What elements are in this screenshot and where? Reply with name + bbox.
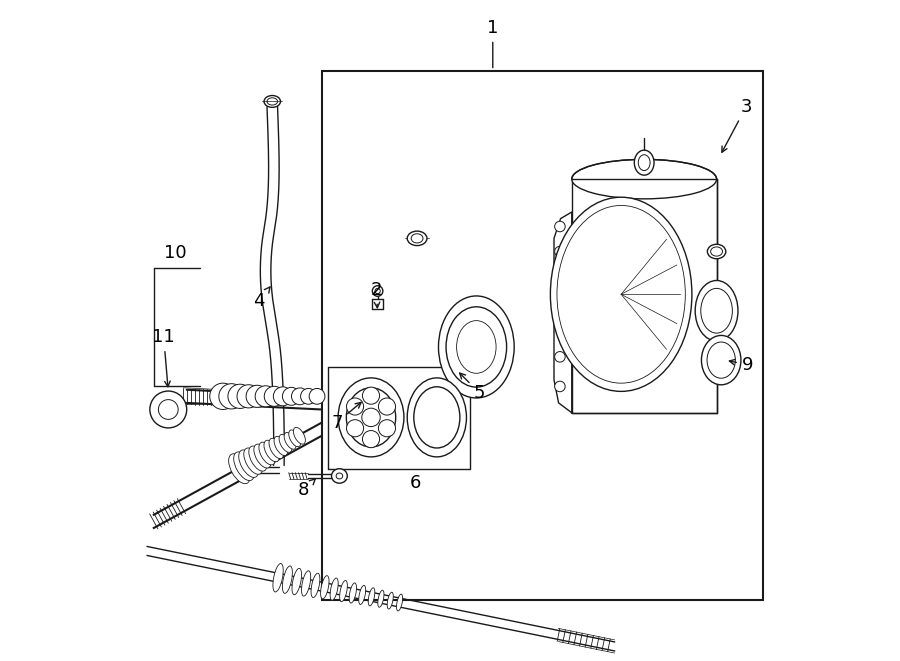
Circle shape <box>283 387 301 405</box>
Ellipse shape <box>269 438 284 459</box>
Ellipse shape <box>711 247 723 256</box>
Ellipse shape <box>234 452 255 481</box>
Text: 4: 4 <box>254 287 270 310</box>
Circle shape <box>301 389 317 405</box>
Circle shape <box>210 383 236 409</box>
Ellipse shape <box>634 150 654 175</box>
Ellipse shape <box>397 594 402 611</box>
Text: 7: 7 <box>331 403 361 432</box>
Ellipse shape <box>701 335 741 385</box>
Circle shape <box>554 319 565 329</box>
Ellipse shape <box>238 450 258 477</box>
Ellipse shape <box>267 98 277 105</box>
Ellipse shape <box>330 578 338 600</box>
Ellipse shape <box>320 576 329 599</box>
Ellipse shape <box>456 321 496 373</box>
Ellipse shape <box>446 307 507 387</box>
Ellipse shape <box>264 440 279 462</box>
Text: 1: 1 <box>487 19 499 67</box>
Ellipse shape <box>378 590 384 607</box>
Ellipse shape <box>292 568 302 595</box>
Ellipse shape <box>349 583 356 603</box>
Ellipse shape <box>302 571 310 596</box>
Circle shape <box>237 385 260 408</box>
Circle shape <box>265 386 284 407</box>
Ellipse shape <box>293 428 305 444</box>
Ellipse shape <box>551 197 692 391</box>
Circle shape <box>158 400 178 419</box>
Text: 11: 11 <box>152 328 175 387</box>
Ellipse shape <box>373 286 382 296</box>
Bar <box>572 179 716 412</box>
Text: 3: 3 <box>722 98 752 152</box>
Ellipse shape <box>368 588 374 606</box>
Text: 10: 10 <box>164 244 187 262</box>
Ellipse shape <box>311 573 320 598</box>
Ellipse shape <box>331 469 347 483</box>
Circle shape <box>554 381 565 392</box>
Circle shape <box>292 388 309 405</box>
Ellipse shape <box>248 446 266 471</box>
Ellipse shape <box>338 378 404 457</box>
Ellipse shape <box>414 387 460 448</box>
Bar <box>321 71 762 600</box>
Text: 5: 5 <box>460 373 485 402</box>
Text: 8: 8 <box>298 479 315 499</box>
Circle shape <box>256 386 276 407</box>
Circle shape <box>554 221 565 232</box>
Ellipse shape <box>336 473 343 479</box>
Circle shape <box>378 398 395 415</box>
Circle shape <box>554 282 565 293</box>
Text: 6: 6 <box>410 474 421 492</box>
Ellipse shape <box>244 448 263 475</box>
Ellipse shape <box>411 234 423 243</box>
Ellipse shape <box>359 586 365 604</box>
Ellipse shape <box>375 288 380 293</box>
Circle shape <box>554 247 565 256</box>
Ellipse shape <box>259 442 275 465</box>
Ellipse shape <box>407 378 466 457</box>
Circle shape <box>378 420 395 437</box>
Ellipse shape <box>289 430 301 447</box>
Ellipse shape <box>572 159 716 199</box>
Ellipse shape <box>274 436 288 455</box>
Circle shape <box>346 420 364 437</box>
Ellipse shape <box>387 592 393 609</box>
Ellipse shape <box>264 96 281 107</box>
Ellipse shape <box>701 288 733 333</box>
Circle shape <box>363 430 380 447</box>
Ellipse shape <box>638 155 650 171</box>
Ellipse shape <box>229 453 250 484</box>
Circle shape <box>228 384 252 408</box>
Ellipse shape <box>284 432 296 449</box>
Text: 9: 9 <box>729 356 753 373</box>
Ellipse shape <box>707 342 735 378</box>
Circle shape <box>346 398 364 415</box>
Text: 2: 2 <box>371 281 382 308</box>
Circle shape <box>554 352 565 362</box>
Circle shape <box>362 408 380 426</box>
Ellipse shape <box>254 444 271 468</box>
Ellipse shape <box>283 566 293 594</box>
Circle shape <box>274 387 292 406</box>
Circle shape <box>219 383 244 409</box>
Ellipse shape <box>339 580 347 602</box>
Ellipse shape <box>438 296 514 398</box>
Ellipse shape <box>273 564 284 592</box>
Ellipse shape <box>695 280 738 341</box>
Ellipse shape <box>279 434 292 452</box>
Ellipse shape <box>707 245 725 258</box>
Ellipse shape <box>346 388 396 447</box>
Circle shape <box>150 391 186 428</box>
Circle shape <box>246 385 268 407</box>
Circle shape <box>363 387 380 405</box>
Circle shape <box>309 389 325 405</box>
Ellipse shape <box>407 231 427 246</box>
